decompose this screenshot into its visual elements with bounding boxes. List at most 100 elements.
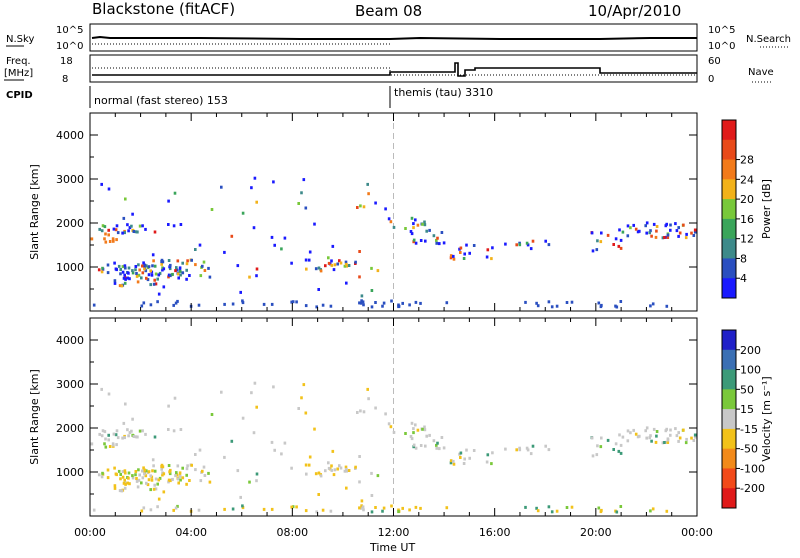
data-pixel bbox=[432, 439, 436, 443]
data-pixel bbox=[127, 471, 131, 475]
data-pixel bbox=[518, 448, 522, 452]
data-pixel bbox=[220, 185, 223, 189]
data-pixel bbox=[332, 268, 336, 272]
data-pixel bbox=[370, 305, 374, 309]
data-pixel bbox=[207, 471, 210, 475]
nsky-label: N.Sky bbox=[6, 34, 34, 45]
data-pixel bbox=[112, 238, 115, 242]
data-pixel bbox=[150, 273, 154, 277]
data-pixel bbox=[241, 211, 245, 215]
data-pixel bbox=[250, 391, 253, 395]
data-pixel bbox=[123, 231, 126, 235]
data-pixel bbox=[157, 478, 161, 482]
data-pixel bbox=[172, 508, 175, 512]
data-pixel bbox=[423, 223, 427, 227]
data-pixel bbox=[113, 261, 116, 265]
data-pixel bbox=[327, 261, 331, 265]
data-pixel bbox=[665, 427, 668, 431]
data-pixel bbox=[144, 432, 147, 436]
data-pixel bbox=[648, 231, 651, 235]
data-pixel bbox=[248, 275, 251, 279]
data-pixel bbox=[619, 238, 623, 242]
data-pixel bbox=[472, 449, 476, 452]
data-pixel bbox=[547, 243, 551, 247]
data-pixel bbox=[329, 509, 333, 513]
data-pixel bbox=[202, 465, 206, 469]
data-pixel bbox=[412, 238, 416, 242]
freq-line bbox=[92, 62, 697, 77]
cpid-mode-2: themis (tau) 3310 bbox=[394, 86, 493, 99]
data-pixel bbox=[178, 269, 182, 273]
data-pixel bbox=[526, 243, 530, 247]
data-pixel bbox=[114, 472, 118, 476]
data-pixel bbox=[370, 494, 374, 497]
data-pixel bbox=[617, 449, 621, 453]
colorbar-tick-label: 8 bbox=[740, 252, 747, 265]
data-pixel bbox=[198, 243, 202, 247]
colorbar-frame bbox=[721, 119, 737, 299]
data-pixel bbox=[126, 276, 129, 280]
data-pixel bbox=[344, 260, 348, 264]
data-pixel bbox=[98, 432, 101, 436]
data-pixel bbox=[518, 243, 522, 247]
data-pixel bbox=[344, 465, 348, 469]
data-pixel bbox=[339, 466, 343, 470]
data-pixel bbox=[241, 301, 245, 305]
data-pixel bbox=[392, 225, 396, 229]
data-pixel bbox=[555, 304, 559, 308]
data-pixel bbox=[295, 300, 298, 304]
data-pixel bbox=[410, 232, 414, 236]
data-pixel bbox=[173, 191, 177, 195]
data-pixel bbox=[181, 466, 184, 470]
data-pixel bbox=[362, 205, 366, 209]
data-pixel bbox=[142, 261, 145, 265]
data-pixel bbox=[504, 447, 507, 451]
data-pixel bbox=[345, 467, 348, 471]
data-pixel bbox=[100, 182, 103, 186]
data-pixel bbox=[112, 432, 116, 436]
data-pixel bbox=[146, 483, 150, 487]
nave-tick-bottom: 0 bbox=[708, 74, 714, 85]
data-pixel bbox=[621, 435, 625, 439]
data-pixel bbox=[614, 442, 618, 446]
data-pixel bbox=[280, 452, 283, 456]
data-pixel bbox=[121, 265, 125, 269]
data-pixel bbox=[345, 281, 348, 285]
data-pixel bbox=[595, 248, 599, 252]
data-pixel bbox=[175, 471, 178, 475]
data-pixel bbox=[619, 246, 623, 250]
data-pixel bbox=[650, 439, 653, 443]
data-pixel bbox=[107, 438, 110, 442]
data-pixels bbox=[90, 176, 697, 309]
data-pixel bbox=[210, 208, 214, 211]
data-pixel bbox=[230, 234, 234, 238]
data-pixel bbox=[619, 443, 623, 447]
data-pixel bbox=[136, 230, 139, 234]
data-pixel bbox=[149, 474, 152, 478]
data-pixel bbox=[168, 472, 172, 476]
data-pixel bbox=[120, 489, 124, 493]
data-pixel bbox=[104, 445, 108, 449]
data-pixel bbox=[669, 433, 672, 437]
data-pixel bbox=[330, 259, 333, 263]
data-pixel bbox=[345, 262, 348, 266]
data-pixel bbox=[655, 430, 659, 433]
y-tick-label: 1000 bbox=[56, 466, 84, 479]
data-pixel bbox=[693, 230, 697, 234]
data-pixel bbox=[177, 481, 180, 485]
data-pixel bbox=[176, 504, 179, 508]
data-pixel bbox=[684, 441, 688, 445]
data-pixel bbox=[425, 434, 428, 438]
data-pixel bbox=[162, 267, 166, 271]
data-pixel bbox=[100, 387, 103, 391]
colorbar-tick-label: 200 bbox=[740, 344, 761, 357]
data-pixel bbox=[167, 428, 170, 431]
data-pixel bbox=[130, 224, 133, 228]
x-tick-label: 20:00 bbox=[580, 526, 612, 539]
data-pixel bbox=[174, 301, 178, 305]
data-pixel bbox=[423, 220, 426, 224]
freq-label-2: [MHz] bbox=[4, 68, 33, 79]
data-pixel bbox=[113, 281, 117, 285]
data-pixel bbox=[619, 451, 623, 455]
